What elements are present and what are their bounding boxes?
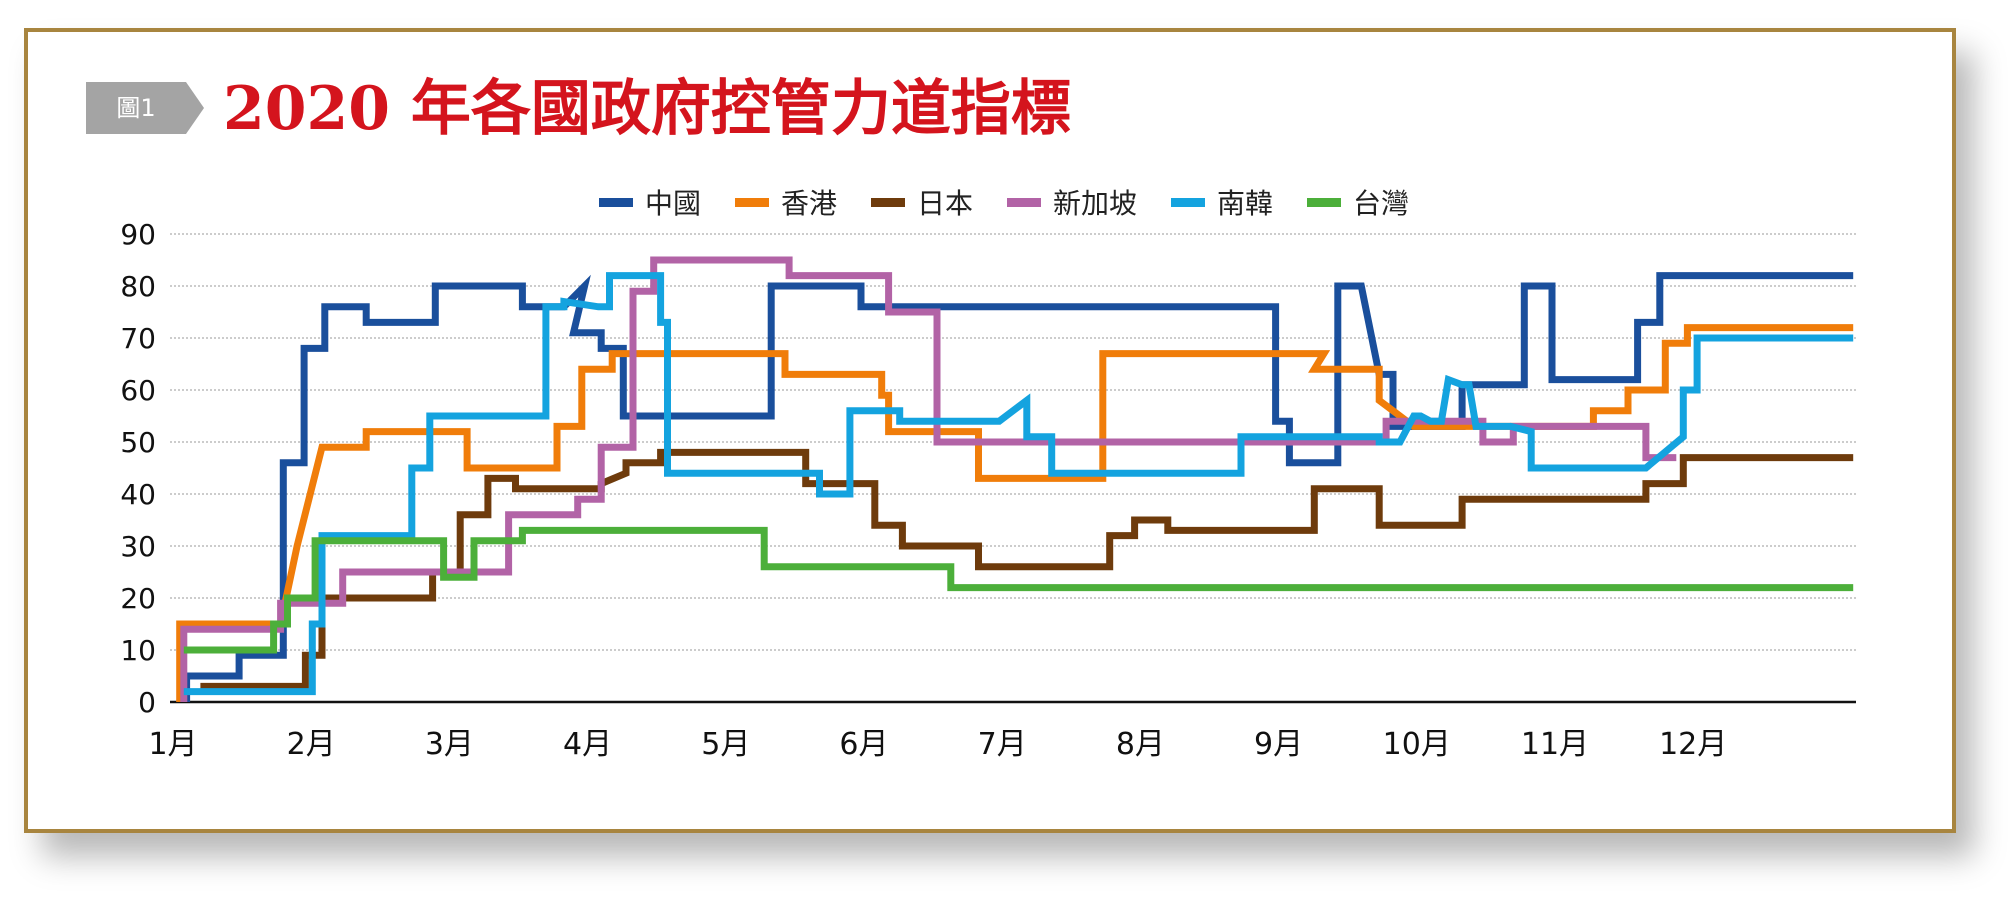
legend-label: 新加坡 (1053, 187, 1138, 220)
legend-item: 中國 (598, 182, 701, 222)
legend-item: 香港 (734, 182, 837, 222)
series-line (180, 256, 1677, 702)
legend-label: 台灣 (1353, 187, 1410, 220)
x-tick-label: 7月 (978, 727, 1027, 762)
series-line (176, 324, 1854, 702)
legend-label: 南韓 (1217, 187, 1274, 220)
series-line (200, 448, 1854, 690)
legend-swatch (734, 197, 769, 207)
y-tick-label: 50 (120, 426, 156, 459)
badge-arrow-shape (86, 82, 204, 134)
x-tick-label: 1月 (148, 727, 197, 762)
figure-number: 圖1 (116, 94, 156, 122)
x-tick-label: 2月 (287, 727, 336, 762)
legend-swatch (598, 197, 633, 207)
chart-frame: 圖1 2020 年各國政府控管力道指標 中國 香港 日本 新加坡 南韓 台灣 0 10 20 3… (24, 28, 1956, 833)
series-line (183, 272, 1854, 696)
legend-item: 台灣 (1307, 182, 1409, 222)
x-tick-label: 5月 (701, 727, 750, 762)
legend-item: 南韓 (1171, 182, 1273, 222)
chart-title: 2020 年各國政府控管力道指標 (223, 74, 1071, 144)
y-tick-label: 10 (120, 634, 156, 667)
y-tick-label: 30 (120, 530, 156, 563)
x-tick-label: 12月 (1659, 727, 1727, 762)
legend-label: 中國 (644, 187, 701, 220)
y-tick-label: 40 (120, 478, 156, 511)
legend-swatch (1307, 197, 1342, 207)
x-tick-label: 3月 (425, 727, 474, 762)
line-chart: 0 10 20 30 40 50 60 70 80 90 1月 2月 3月 4月 5月 6月 7月 8月 9月 10月… (120, 218, 1856, 762)
legend-swatch (870, 197, 905, 207)
legend-item: 日本 (870, 182, 973, 222)
x-tick-label: 10月 (1383, 727, 1451, 762)
x-tick-label: 8月 (1116, 727, 1165, 762)
y-tick-label: 70 (120, 322, 156, 355)
x-tick-label: 6月 (839, 727, 888, 762)
chart-legend: 中國 香港 日本 新加坡 南韓 台灣 (28, 182, 1960, 222)
y-tick-label: 0 (138, 686, 156, 719)
figure-badge: 圖1 (86, 82, 204, 134)
x-tick-label: 4月 (563, 727, 612, 762)
legend-swatch (1007, 197, 1041, 207)
series-line (183, 272, 1854, 702)
series-line (183, 526, 1854, 654)
legend-swatch (1171, 197, 1206, 207)
y-tick-label: 20 (120, 582, 156, 615)
x-tick-label: 9月 (1254, 727, 1303, 762)
y-tick-label: 90 (120, 218, 156, 251)
x-tick-label: 11月 (1521, 727, 1589, 762)
legend-label: 香港 (780, 187, 837, 220)
y-tick-label: 80 (120, 270, 156, 303)
y-tick-label: 60 (120, 374, 156, 407)
legend-label: 日本 (916, 187, 973, 220)
legend-item: 新加坡 (1007, 182, 1137, 222)
